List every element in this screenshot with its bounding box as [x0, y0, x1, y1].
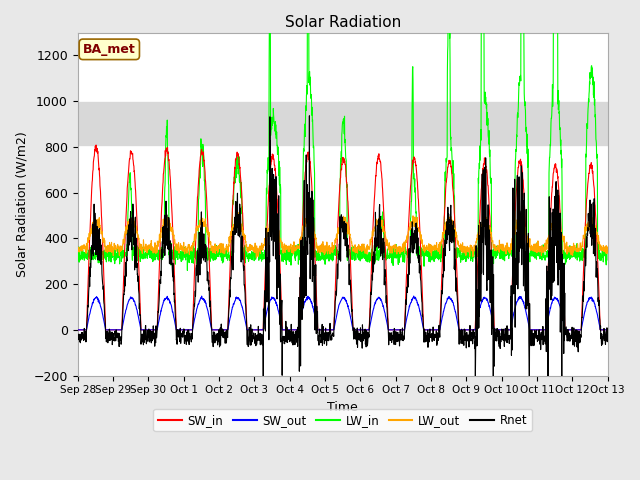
SW_out	[604, 327, 612, 333]
SW_out	[358, 327, 365, 333]
LW_in	[572, 254, 580, 260]
LW_out	[358, 248, 366, 254]
Rnet	[490, 394, 497, 400]
LW_in	[74, 253, 81, 259]
SW_out	[557, 308, 565, 314]
LW_in	[604, 249, 612, 254]
Rnet	[358, 335, 366, 340]
Line: LW_out: LW_out	[77, 213, 608, 258]
Line: SW_in: SW_in	[77, 145, 608, 330]
LW_in	[222, 253, 230, 259]
Rnet	[370, 266, 378, 272]
SW_in	[74, 327, 81, 333]
Line: LW_in: LW_in	[77, 0, 608, 271]
Y-axis label: Solar Radiation (W/m2): Solar Radiation (W/m2)	[15, 131, 28, 277]
LW_out	[497, 245, 505, 251]
SW_out	[369, 307, 377, 313]
Rnet	[497, 339, 505, 345]
Rnet	[557, 229, 565, 235]
Rnet	[604, 336, 612, 341]
SW_in	[604, 327, 612, 333]
X-axis label: Time: Time	[327, 401, 358, 414]
SW_in	[92, 142, 100, 148]
Rnet	[221, 333, 229, 338]
LW_in	[497, 255, 504, 261]
Rnet	[74, 336, 81, 341]
LW_out	[604, 244, 612, 250]
Line: Rnet: Rnet	[77, 116, 608, 397]
LW_out	[74, 246, 81, 252]
Rnet	[305, 113, 313, 119]
LW_out	[572, 245, 580, 251]
Legend: SW_in, SW_out, LW_in, LW_out, Rnet: SW_in, SW_out, LW_in, LW_out, Rnet	[154, 409, 532, 432]
SW_in	[557, 226, 565, 232]
SW_out	[572, 327, 580, 333]
LW_in	[370, 254, 378, 260]
Bar	[77, 101, 608, 147]
LW_in	[184, 268, 191, 274]
SW_out	[74, 327, 81, 333]
SW_in	[572, 327, 580, 333]
SW_in	[370, 216, 378, 221]
LW_out	[234, 210, 242, 216]
Title: Solar Radiation: Solar Radiation	[285, 15, 401, 30]
LW_in	[358, 252, 366, 258]
SW_out	[497, 327, 504, 333]
SW_in	[222, 327, 230, 333]
SW_out	[221, 327, 229, 333]
LW_in	[557, 147, 565, 153]
SW_out	[410, 293, 417, 299]
Line: SW_out: SW_out	[77, 296, 608, 330]
SW_in	[497, 327, 504, 333]
Text: BA_met: BA_met	[83, 43, 136, 56]
LW_out	[253, 255, 260, 261]
LW_out	[557, 229, 565, 235]
LW_out	[370, 228, 378, 233]
SW_in	[358, 327, 366, 333]
LW_out	[221, 246, 229, 252]
Rnet	[572, 327, 580, 333]
